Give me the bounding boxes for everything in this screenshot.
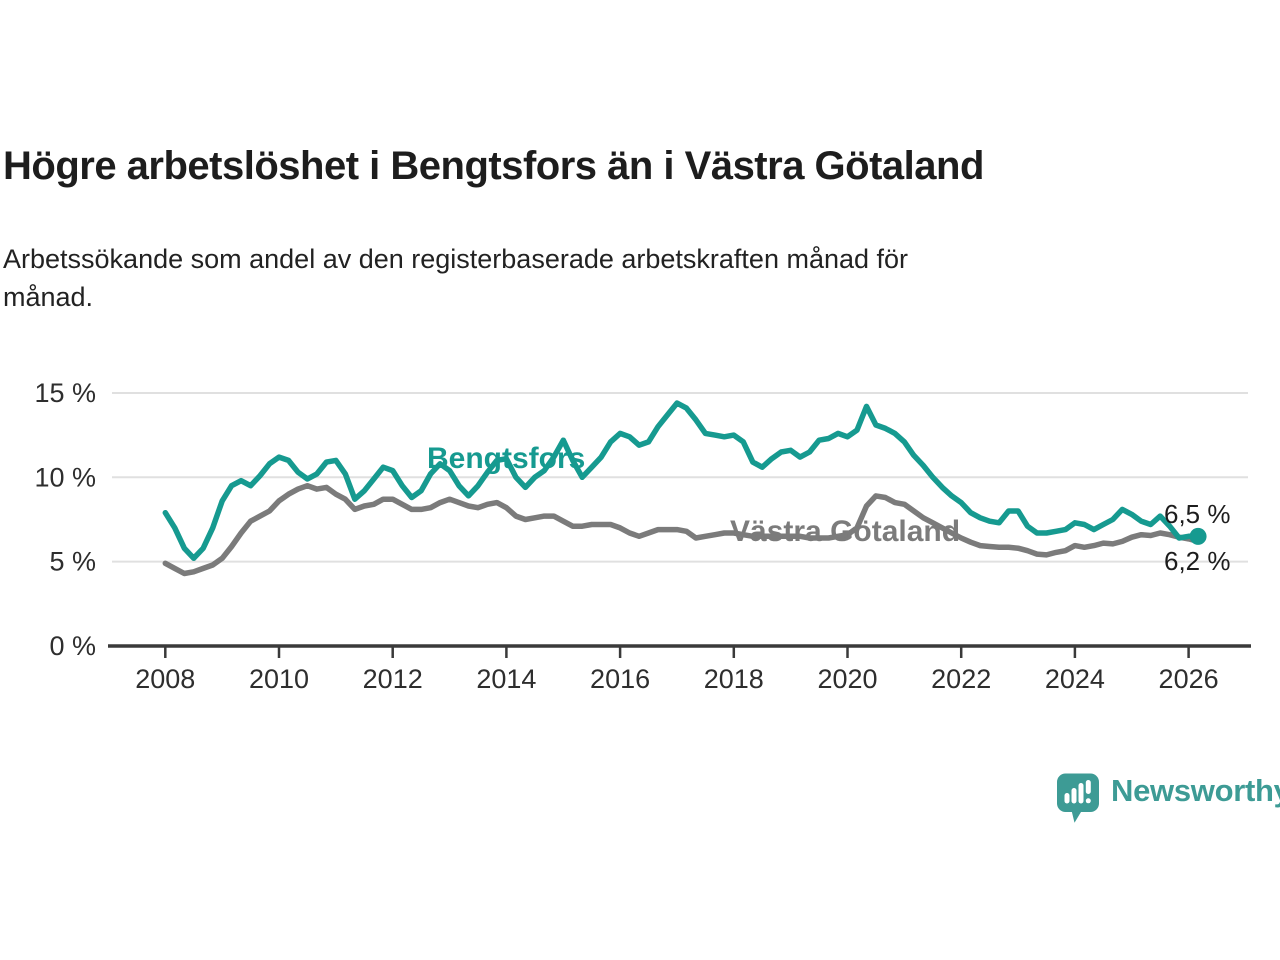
- speech-bubble-shape: [1057, 773, 1099, 823]
- x-axis-tick-label: 2024: [1045, 664, 1105, 694]
- x-axis-tick-label: 2014: [476, 664, 536, 694]
- x-axis-tick-label: 2016: [590, 664, 650, 694]
- latest-value-dot: [1189, 527, 1207, 545]
- logo-exclamation-dot: [1085, 798, 1091, 804]
- series-line-bengtsfors: [162, 400, 1201, 562]
- series-label-bengtsfors: Bengtsfors: [427, 442, 586, 475]
- y-axis-tick-label: 10 %: [34, 462, 96, 492]
- x-axis-tick-label: 2008: [135, 664, 195, 694]
- y-axis-tick-label: 0 %: [49, 631, 96, 661]
- logo-bar-3: [1078, 783, 1084, 804]
- y-axis-tick-label: 5 %: [49, 547, 96, 577]
- page-subtitle: Arbetssökande som andel av den registerb…: [3, 240, 1203, 317]
- end-value-label-bengtsfors: 6,5 %: [1164, 499, 1231, 529]
- logo-bar-1: [1064, 793, 1070, 804]
- logo-bar-2: [1071, 788, 1077, 804]
- y-axis-tick-label: 15 %: [34, 378, 96, 408]
- x-axis-tick-label: 2026: [1159, 664, 1219, 694]
- newsworthy-logo-icon: [1057, 773, 1099, 823]
- series-label-vastra-gotaland: Västra Götaland: [730, 515, 961, 548]
- newsworthy-logo-text: Newsworthy: [1111, 773, 1280, 808]
- x-axis-tick-label: 2022: [931, 664, 991, 694]
- newsworthy-branding: Newsworthy: [1056, 772, 1280, 824]
- logo-exclamation-bar: [1085, 780, 1091, 794]
- x-axis-tick-label: 2018: [704, 664, 764, 694]
- x-axis-tick-label: 2020: [817, 664, 877, 694]
- end-value-label-vastra-gotaland: 6,2 %: [1164, 546, 1231, 576]
- x-axis-tick-label: 2010: [249, 664, 309, 694]
- series-line-v-stra-g-taland: [162, 482, 1201, 577]
- page-subtitle-line-2: månad.: [3, 282, 94, 313]
- page-subtitle-line-1: Arbetssökande som andel av den registerb…: [3, 244, 909, 274]
- x-axis-tick-label: 2012: [363, 664, 423, 694]
- page-title: Högre arbetslöshet i Bengtsfors än i Väs…: [3, 144, 984, 188]
